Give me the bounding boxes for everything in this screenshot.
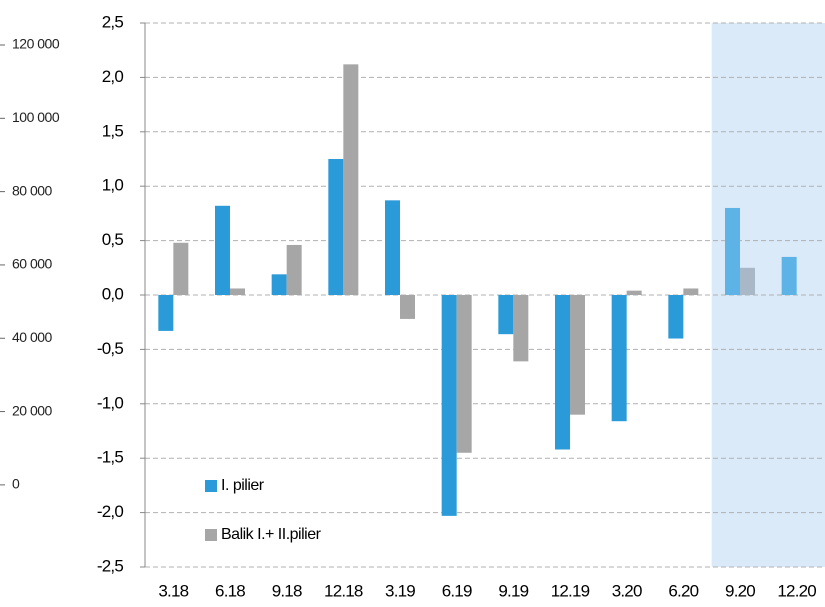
y-tick-label: 1,0 [102, 176, 124, 195]
bar [328, 159, 344, 295]
y-tick-label: -0,5 [97, 339, 123, 358]
x-tick-label: 9.19 [498, 581, 528, 600]
y2-tick-label: 80 000 [12, 182, 53, 198]
x-tick-label: 6.20 [668, 581, 698, 600]
y-tick-label: 2,0 [102, 67, 124, 86]
bar [230, 288, 245, 295]
y-tick-label: -2,0 [97, 502, 123, 521]
bar [740, 267, 755, 295]
bar [441, 295, 457, 516]
y-tick-label: -1,0 [97, 393, 123, 412]
x-tick-label: 9.20 [725, 581, 755, 600]
bar [498, 295, 514, 335]
x-tick-label: 12.18 [324, 581, 363, 600]
bar [626, 290, 642, 295]
legend-label: Balik I.+ II.pilier [221, 526, 322, 543]
bar [215, 205, 230, 295]
x-tick-label: 12.19 [551, 581, 590, 600]
y2-tick-label: 100 000 [12, 109, 60, 125]
x-tick-label: 3.19 [385, 581, 415, 600]
legend-label: I. pilier [221, 477, 265, 494]
bar [343, 64, 359, 296]
bar [456, 295, 472, 453]
bar [158, 295, 174, 331]
bar [513, 295, 529, 362]
bar [286, 244, 302, 295]
bar [683, 288, 699, 295]
bar [725, 207, 740, 295]
bar [555, 295, 570, 450]
y-tick-label: -2,5 [97, 556, 123, 575]
y2-tick-label: 20 000 [12, 402, 53, 418]
y-tick-label: 1,5 [102, 121, 124, 140]
x-tick-label: 9.18 [272, 581, 302, 600]
x-tick-label: 3.20 [612, 581, 642, 600]
x-tick-label: 3.18 [158, 581, 188, 600]
y-tick-label: 0,0 [102, 284, 124, 303]
y-tick-label: 2,5 [102, 12, 124, 31]
x-tick-label: 6.19 [442, 581, 472, 600]
y2-tick-label: 0 [12, 476, 20, 492]
y-tick-label: 0,5 [102, 230, 124, 249]
y2-tick-label: 120 000 [12, 36, 60, 52]
x-tick-label: 6.18 [215, 581, 245, 600]
bar [781, 256, 797, 295]
legend-swatch [205, 480, 217, 492]
bar [173, 242, 189, 295]
bar [570, 295, 585, 415]
bar [400, 295, 415, 319]
bar [385, 200, 400, 295]
bar [271, 274, 287, 295]
y2-tick-label: 40 000 [12, 329, 53, 345]
bar [611, 295, 627, 422]
y2-tick-label: 60 000 [12, 256, 53, 272]
legend-swatch [205, 529, 217, 541]
y-tick-label: -1,5 [97, 448, 123, 467]
x-tick-label: 12.20 [777, 581, 816, 600]
bar [668, 295, 684, 339]
